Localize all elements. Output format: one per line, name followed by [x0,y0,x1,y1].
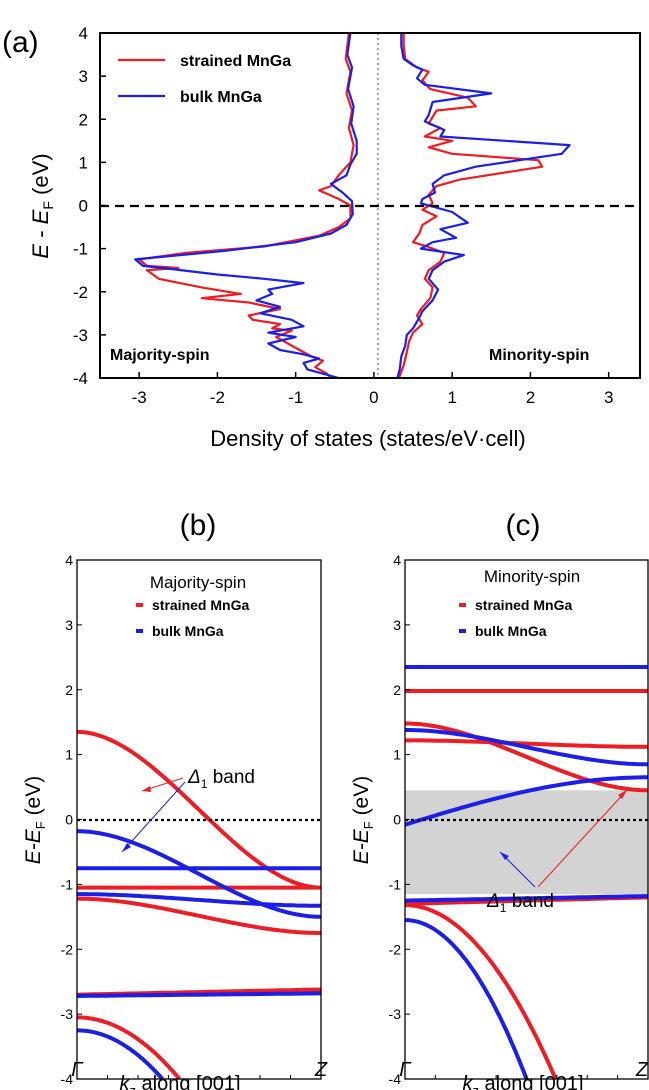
x-axis-label-b: kz along [001] [119,1073,240,1090]
delta-arrow-bulk-b [121,781,186,853]
y-tick-label-a: 4 [79,24,88,43]
band-strained-4 [404,903,558,1080]
majority-spin-label: Majority-spin [110,347,210,364]
y-tick-label: 4 [393,552,401,568]
y-tick-label: -2 [61,941,74,957]
legend-label-strained-b: strained MnGa [152,597,249,613]
y-tick-label: 0 [393,812,401,828]
band-strained-0 [76,729,322,890]
dos-curve-strained-minority [397,33,544,379]
x-tick-label-a: 1 [447,388,456,407]
band-strained-4 [77,1015,182,1081]
x-tick-label-a: -2 [210,388,225,407]
y-tick-label-a: 1 [79,153,88,172]
panel-c-label: (c) [506,509,541,542]
dos-curve-bulk-majority [134,32,358,380]
legend-c: strained MnGa bulk MnGa [459,597,572,639]
panel-b-title: Majority-spin [150,573,246,592]
delta-arrowhead-strained-c [618,790,627,799]
y-tick-label-a: 2 [79,110,88,129]
band-bulk-7 [404,775,648,827]
band-bulk-5 [77,829,322,919]
legend-label-strained-c: strained MnGa [475,597,572,613]
y-tick-label: -1 [389,876,402,892]
legend-label-bulk-c: bulk MnGa [475,623,547,639]
y-axis-label-a: E - EF (eV) [28,153,56,258]
y-tick-label: 3 [65,617,73,633]
y-tick-label-a: -1 [73,240,88,259]
y-tick-label: 1 [65,747,73,763]
band-bulk-8 [404,894,648,903]
y-tick-label: 4 [65,552,73,568]
x-axis-label-c: kz along [001] [462,1073,583,1090]
y-tick-label: 3 [393,617,401,633]
dos-curve-bulk-minority [396,33,571,379]
x-axis-label-a: Density of states (states/eV·cell) [210,426,525,451]
legend-b: strained MnGa bulk MnGa [136,597,249,639]
panel-c-title: Minority-spin [484,567,580,586]
delta-arrowhead-strained-b [142,786,151,792]
dos-curve-strained-majority [138,32,355,379]
minority-spin-label: Minority-spin [489,347,589,364]
y-tick-label-a: -3 [73,326,88,345]
y-tick-label-a: -2 [73,283,88,302]
band-bulk-8 [76,991,321,998]
delta-arrow-strained-c [537,789,628,888]
band-bulk-7 [77,892,321,908]
y-tick-label: -2 [389,941,402,957]
band-bulk-6 [405,728,649,767]
y-tick-label-a: 0 [79,197,88,216]
panel-a-label: (a) [2,26,39,59]
x-tick-z-b: Z [314,1059,328,1081]
x-tick-label-a: -3 [132,388,147,407]
y-tick-label: -3 [389,1006,402,1022]
legend-label-strained: strained MnGa [180,53,291,70]
band-strained-1 [405,721,648,793]
y-tick-label: -3 [61,1006,74,1022]
delta-arrowhead-bulk-b [122,843,131,852]
band-bulk-9 [76,1028,164,1081]
y-tick-label: -1 [61,876,74,892]
y-tick-label: 0 [65,812,73,828]
panel-a: (a) -3 -2 -1 0 1 2 3 -4 -3 -2 -1 0 1 2 3 4 strained MnG… [2,24,641,451]
delta-arrowhead-bulk-c [500,852,509,860]
minority-gap-region [405,790,648,895]
x-tick-gamma-b: Γ [71,1059,84,1081]
band-bulk-9 [405,918,529,1080]
panel-b: (b) -4 -3 -2 -1 0 1 2 3 4 Majority-spin strained… [22,509,328,1090]
x-tick-gamma-c: Γ [399,1059,412,1081]
x-tick-label-a: 0 [369,388,378,407]
x-tick-label-a: 3 [604,388,613,407]
y-tick-label: -4 [389,1071,402,1087]
panel-c: (c) -4 -3 -2 -1 0 1 2 3 4 Minority-spin strained… [350,509,649,1090]
y-tick-label-a: -4 [73,369,88,388]
y-axis-label-c: E-EF (eV) [350,776,376,864]
band-strained-2 [405,738,648,749]
y-tick-label: 2 [65,682,73,698]
y-tick-label: 1 [393,747,401,763]
x-tick-label-a: -1 [288,388,303,407]
delta-band-label-b: Δ1 band [187,767,255,791]
y-axis-label-b: E-EF (eV) [22,776,48,864]
legend-a: strained MnGa bulk MnGa [118,53,291,106]
x-tick-label-a: 2 [526,388,535,407]
legend-label-bulk: bulk MnGa [180,89,262,106]
band-strained-2 [76,896,321,935]
y-tick-label: 2 [393,682,401,698]
y-tick-label: -4 [61,1071,74,1087]
y-tick-label-a: 3 [79,67,88,86]
delta-band-label-c: Δ1 band [486,891,554,915]
legend-label-bulk-b: bulk MnGa [152,623,224,639]
x-tick-z-c: Z [635,1059,649,1081]
panel-b-label: (b) [180,509,217,542]
